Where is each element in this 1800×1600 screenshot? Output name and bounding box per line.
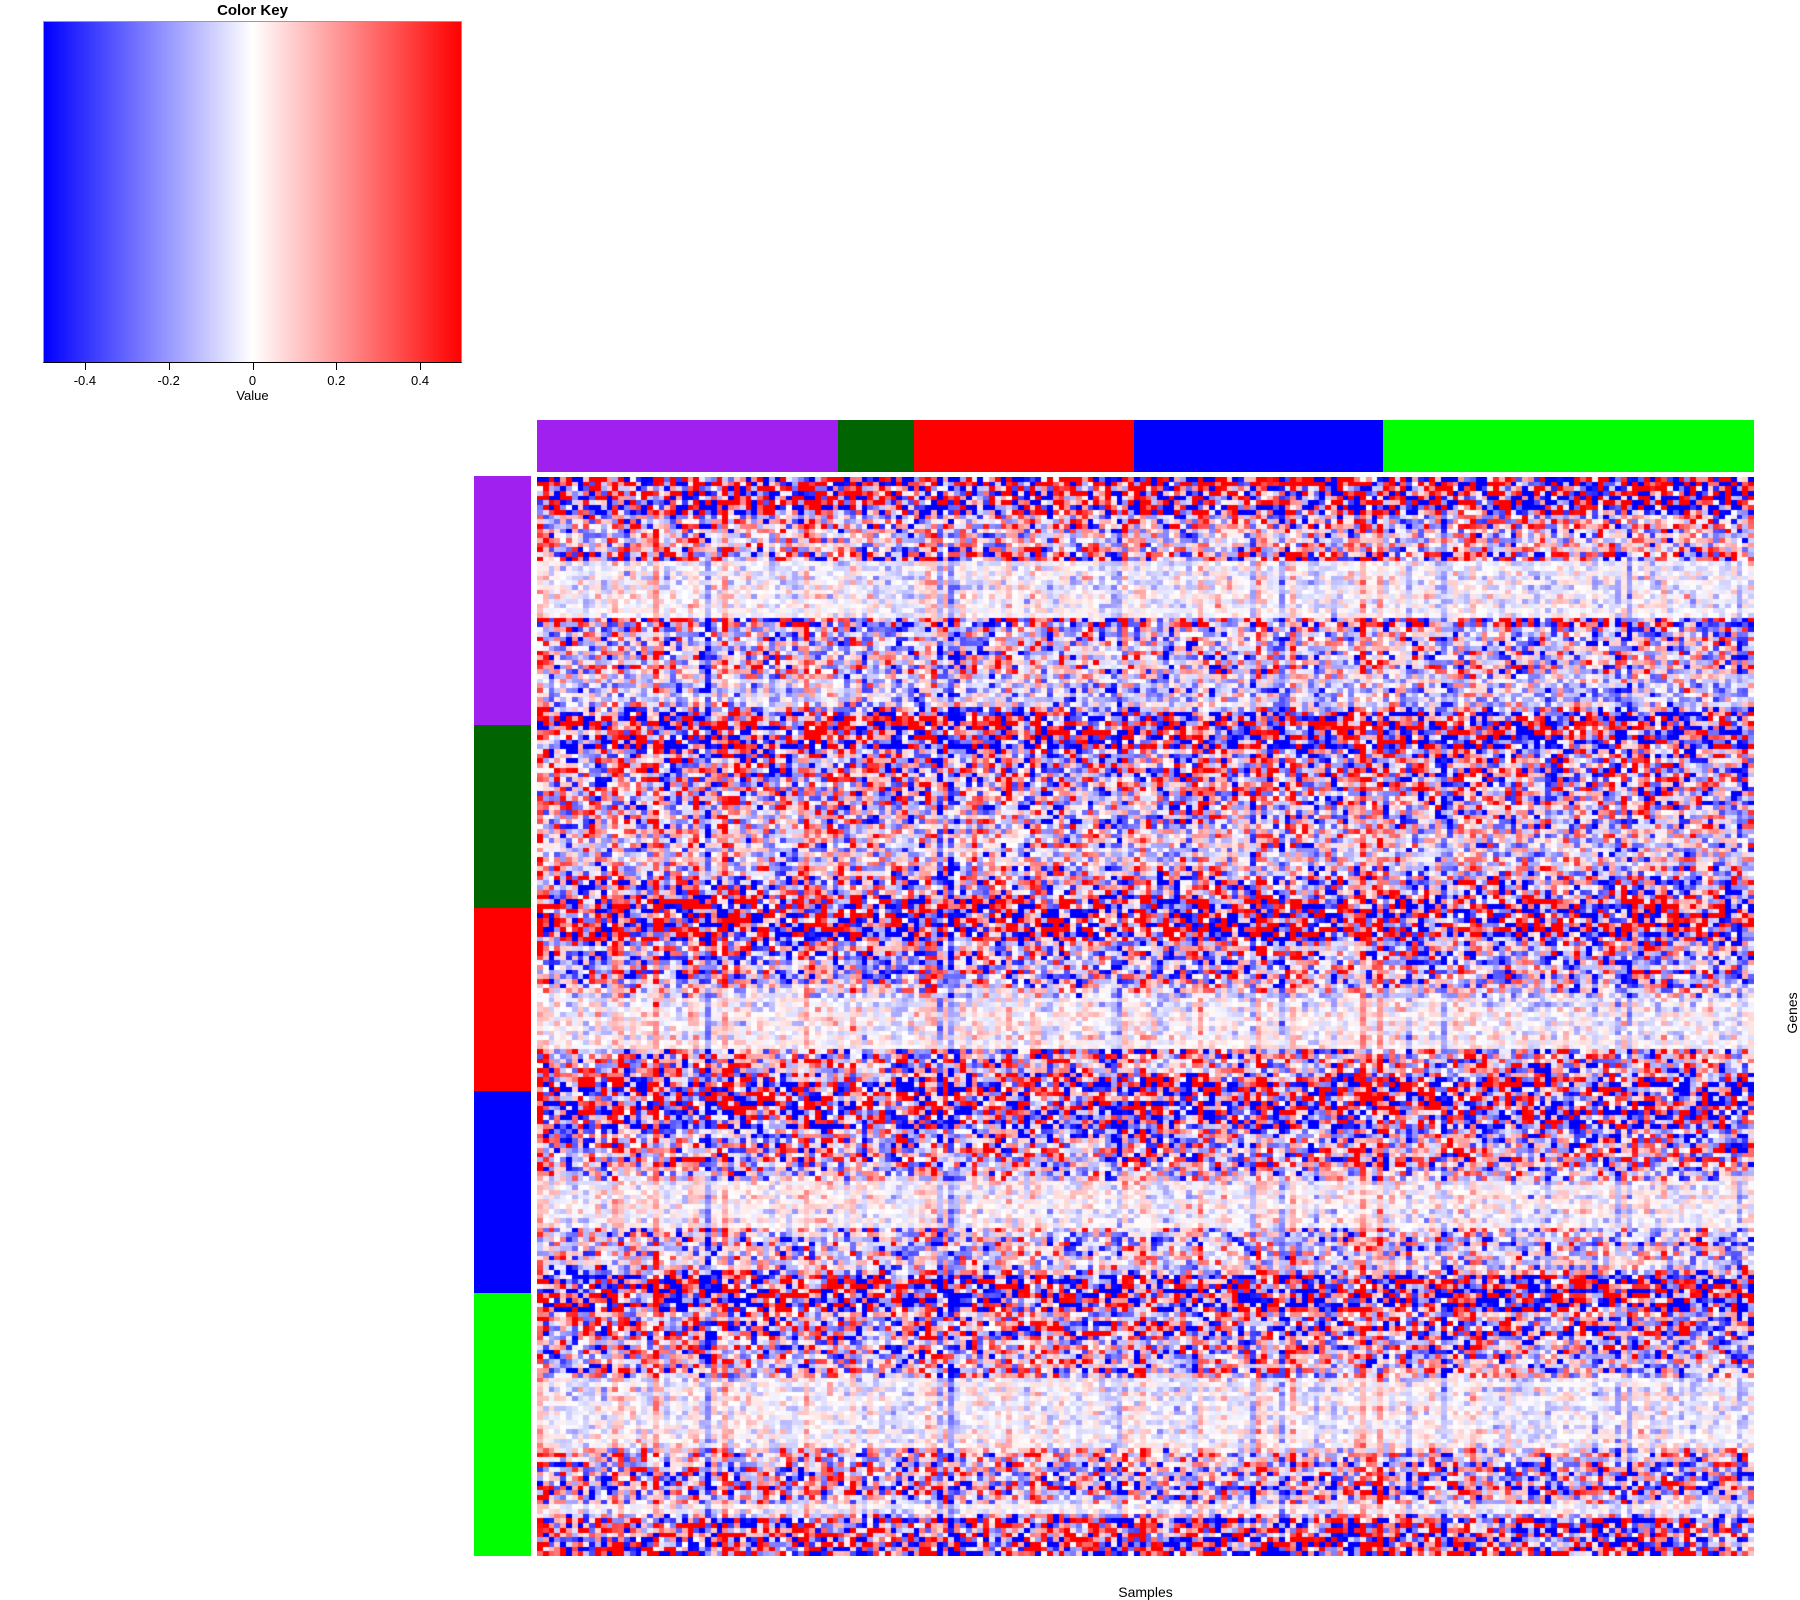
side-color-segment-group-purple — [537, 420, 839, 472]
side-color-segment-group-darkgreen — [474, 724, 531, 908]
color-key-value-label: Value — [236, 388, 269, 403]
color-key-tick-label: -0.2 — [157, 373, 180, 388]
side-color-segment-group-red — [913, 420, 1134, 472]
side-color-segment-group-green — [1383, 420, 1754, 472]
heatmap-matrix — [537, 477, 1754, 1556]
color-key-tick-mark — [168, 363, 170, 370]
color-key-panel: Color Key -0.4 -0.2 0 0.2 0.4 Value — [43, 2, 462, 403]
color-key-tick-label: -0.4 — [73, 373, 97, 388]
color-key-title: Color Key — [217, 2, 288, 19]
color-key-tick-mark — [252, 363, 254, 370]
color-key-tick-mark — [420, 363, 422, 370]
side-color-segment-group-blue — [1133, 420, 1384, 472]
color-key-tick-mark — [84, 363, 86, 370]
color-key-tick-label: 0 — [248, 373, 257, 388]
side-color-segment-group-purple — [474, 476, 531, 725]
color-key-tick-mark — [336, 363, 338, 370]
x-axis-label: Samples — [1118, 1584, 1173, 1600]
color-key-gradient — [43, 21, 462, 363]
color-key-axis: -0.4 -0.2 0 0.2 0.4 — [43, 363, 462, 393]
color-key-tick-label: 0.2 — [327, 373, 346, 388]
side-color-segment-group-blue — [474, 1091, 531, 1294]
column-side-colors — [537, 420, 1754, 472]
side-color-segment-group-green — [474, 1293, 531, 1556]
y-axis-label: Genes — [1784, 992, 1800, 1034]
side-color-segment-group-darkgreen — [838, 420, 914, 472]
color-key-tick-label: 0.4 — [411, 373, 430, 388]
side-color-segment-group-red — [474, 908, 531, 1092]
row-side-colors — [474, 476, 531, 1556]
